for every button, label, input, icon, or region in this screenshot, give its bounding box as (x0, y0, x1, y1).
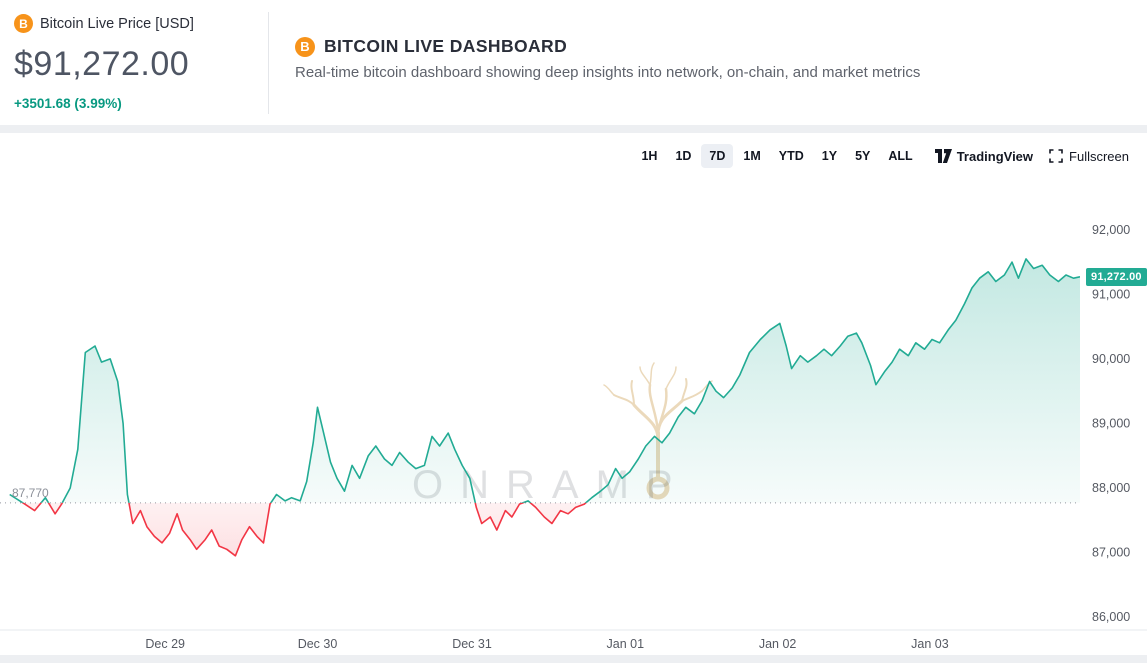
dashboard-title-block: B BITCOIN LIVE DASHBOARD Real-time bitco… (295, 12, 920, 125)
last-price-badge: 91,272.00 (1086, 268, 1147, 286)
price-change: +3501.68 (3.99%) (14, 96, 122, 111)
range-button-7d[interactable]: 7D (701, 144, 734, 168)
range-button-all[interactable]: ALL (880, 144, 920, 168)
baseline-price-label: 87,770 (12, 486, 49, 500)
range-button-1y[interactable]: 1Y (814, 144, 845, 168)
svg-text:Dec 29: Dec 29 (145, 637, 185, 651)
tradingview-logo-icon (934, 149, 952, 163)
fullscreen-icon (1049, 149, 1063, 163)
live-price: $91,272.00 (14, 45, 190, 83)
bitcoin-icon: B (295, 36, 315, 57)
range-button-5y[interactable]: 5Y (847, 144, 878, 168)
header: B Bitcoin Live Price [USD] $91,272.00 +3… (0, 0, 1147, 125)
tradingview-attribution[interactable]: TradingView (934, 148, 1034, 164)
svg-text:88,000: 88,000 (1092, 481, 1130, 495)
svg-text:86,000: 86,000 (1092, 610, 1130, 624)
range-button-1d[interactable]: 1D (667, 144, 699, 168)
live-price-block: B Bitcoin Live Price [USD] $91,272.00 +3… (14, 12, 268, 125)
header-divider (268, 12, 269, 114)
svg-text:Jan 02: Jan 02 (759, 637, 797, 651)
range-button-group: 1H 1D 7D 1M YTD 1Y 5Y ALL (633, 144, 920, 168)
svg-text:Dec 31: Dec 31 (452, 637, 492, 651)
page-title: BITCOIN LIVE DASHBOARD (324, 36, 568, 56)
fullscreen-button[interactable]: Fullscreen (1049, 149, 1129, 164)
svg-text:Jan 03: Jan 03 (911, 637, 949, 651)
tradingview-label: TradingView (956, 148, 1034, 164)
page-subtitle: Real-time bitcoin dashboard showing deep… (295, 64, 921, 81)
svg-text:87,000: 87,000 (1092, 546, 1130, 560)
bitcoin-icon: B (14, 14, 33, 33)
svg-text:90,000: 90,000 (1092, 352, 1130, 366)
fullscreen-label: Fullscreen (1069, 148, 1129, 164)
svg-text:91,000: 91,000 (1092, 287, 1130, 301)
svg-text:Dec 30: Dec 30 (298, 637, 338, 651)
svg-text:89,000: 89,000 (1092, 417, 1130, 431)
chart-toolbar: 1H 1D 7D 1M YTD 1Y 5Y ALL TradingView Fullscree… (633, 144, 1129, 168)
svg-text:Jan 01: Jan 01 (607, 637, 645, 651)
price-chart[interactable]: 92,000 91,000 90,000 89,000 88,000 87,000 86,0… (0, 133, 1147, 655)
svg-text:92,000: 92,000 (1092, 223, 1130, 237)
range-button-ytd[interactable]: YTD (771, 144, 812, 168)
chart-card: 1H 1D 7D 1M YTD 1Y 5Y ALL TradingView Fullscree… (0, 133, 1147, 655)
range-button-1h[interactable]: 1H (633, 144, 665, 168)
ticker-label: Bitcoin Live Price [USD] (40, 15, 194, 32)
range-button-1m[interactable]: 1M (735, 144, 768, 168)
